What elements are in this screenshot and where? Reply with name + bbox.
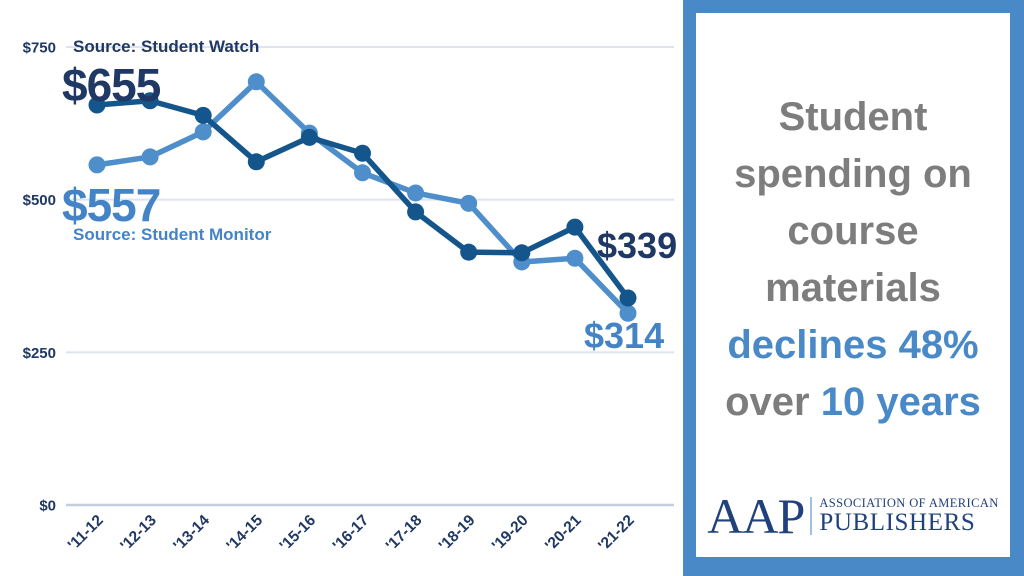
data-point-student-watch-17-18 bbox=[407, 203, 425, 221]
data-point-student-watch-12-13 bbox=[141, 92, 159, 110]
x-axis-tick-label: '18-19 bbox=[436, 512, 479, 555]
headline-line: declines 48% bbox=[696, 317, 1010, 374]
data-point-student-monitor-11-12 bbox=[88, 156, 106, 174]
source-student-monitor-label: Source: Student Monitor bbox=[73, 225, 272, 244]
watch-end-value-label: $339 bbox=[597, 225, 678, 266]
headline-line: over 10 years bbox=[696, 374, 1010, 431]
data-point-student-watch-15-16 bbox=[300, 128, 318, 146]
series-line-student-monitor bbox=[94, 79, 631, 317]
x-axis-tick-label: '13-14 bbox=[170, 512, 213, 555]
y-axis-tick-label: $500 bbox=[23, 192, 56, 209]
x-axis-tick-label: '16-17 bbox=[330, 512, 373, 555]
x-axis-tick-label: '11-12 bbox=[65, 512, 107, 554]
data-point-student-watch-19-20 bbox=[513, 244, 531, 262]
data-point-student-watch-16-17 bbox=[354, 144, 371, 162]
aap-logo-acronym: AAP bbox=[707, 488, 805, 544]
data-point-student-monitor-18-19 bbox=[460, 194, 478, 212]
headline-line: course bbox=[696, 203, 1010, 260]
headline-segment: over bbox=[725, 380, 821, 424]
aap-logo: AAP ASSOCIATION OF AMERICAN PUBLISHERS bbox=[696, 491, 1010, 541]
headline-segment: Student bbox=[778, 95, 928, 139]
data-point-student-watch-20-21 bbox=[566, 218, 584, 236]
data-point-student-watch-21-22 bbox=[619, 289, 637, 307]
data-point-student-monitor-14-15 bbox=[247, 73, 265, 91]
x-axis-tick-label: '15-16 bbox=[277, 512, 320, 555]
headline-segment: spending on bbox=[734, 152, 972, 196]
y-axis-tick-label: $250 bbox=[23, 345, 56, 362]
data-point-student-monitor-21-22 bbox=[619, 304, 637, 322]
spending-line-chart: $750 $500 $250 $0 '11-12'12-13'13-14'14-15 '1… bbox=[23, 40, 674, 555]
headline-segment: declines 48% bbox=[727, 323, 979, 367]
headline-segment: materials bbox=[765, 266, 941, 310]
headline-line: materials bbox=[696, 260, 1010, 317]
aap-logo-divider bbox=[810, 497, 813, 535]
monitor-end-value-label: $314 bbox=[584, 315, 665, 356]
x-axis-tick-label: '20-21 bbox=[542, 512, 585, 555]
source-student-watch-label: Source: Student Watch bbox=[73, 37, 260, 56]
data-point-student-monitor-12-13 bbox=[141, 148, 159, 166]
data-point-student-monitor-17-18 bbox=[407, 184, 425, 202]
watch-start-value-label: $655 bbox=[62, 59, 161, 111]
headline-segment: course bbox=[787, 209, 919, 253]
headline-segment: 10 years bbox=[820, 380, 981, 424]
data-point-student-monitor-20-21 bbox=[566, 249, 584, 267]
data-point-student-monitor-13-14 bbox=[194, 123, 212, 141]
aap-logo-name: ASSOCIATION OF AMERICAN PUBLISHERS bbox=[819, 496, 999, 536]
headline-line: Student bbox=[696, 89, 1010, 146]
x-axis-tick-label: '17-18 bbox=[383, 512, 426, 555]
headline-text: Student spending on course materials decline… bbox=[696, 89, 1010, 431]
x-axis-tick-label: '21-22 bbox=[595, 512, 638, 555]
aap-logo-name-line1: ASSOCIATION OF AMERICAN bbox=[819, 496, 999, 510]
x-axis-tick-label: '19-20 bbox=[489, 512, 532, 555]
data-point-student-watch-14-15 bbox=[247, 153, 265, 171]
monitor-start-value-label: $557 bbox=[62, 179, 161, 231]
aap-logo-name-line2: PUBLISHERS bbox=[819, 509, 976, 536]
headline-panel-inner: Student spending on course materials decline… bbox=[696, 13, 1010, 557]
y-axis-tick-label: $750 bbox=[23, 40, 56, 57]
data-point-student-watch-13-14 bbox=[194, 106, 212, 124]
headline-line: spending on bbox=[696, 146, 1010, 203]
headline-panel: Student spending on course materials decline… bbox=[683, 0, 1024, 576]
x-axis-tick-label: '12-13 bbox=[117, 512, 160, 555]
chart-section: $750 $500 $250 $0 '11-12'12-13'13-14'14-15 '1… bbox=[22, 37, 678, 555]
x-axis-tick-label: '14-15 bbox=[223, 512, 266, 555]
data-point-student-watch-11-12 bbox=[88, 96, 106, 114]
data-point-student-monitor-16-17 bbox=[354, 164, 371, 182]
y-axis-tick-label: $0 bbox=[39, 498, 56, 515]
data-point-student-watch-18-19 bbox=[460, 243, 478, 261]
